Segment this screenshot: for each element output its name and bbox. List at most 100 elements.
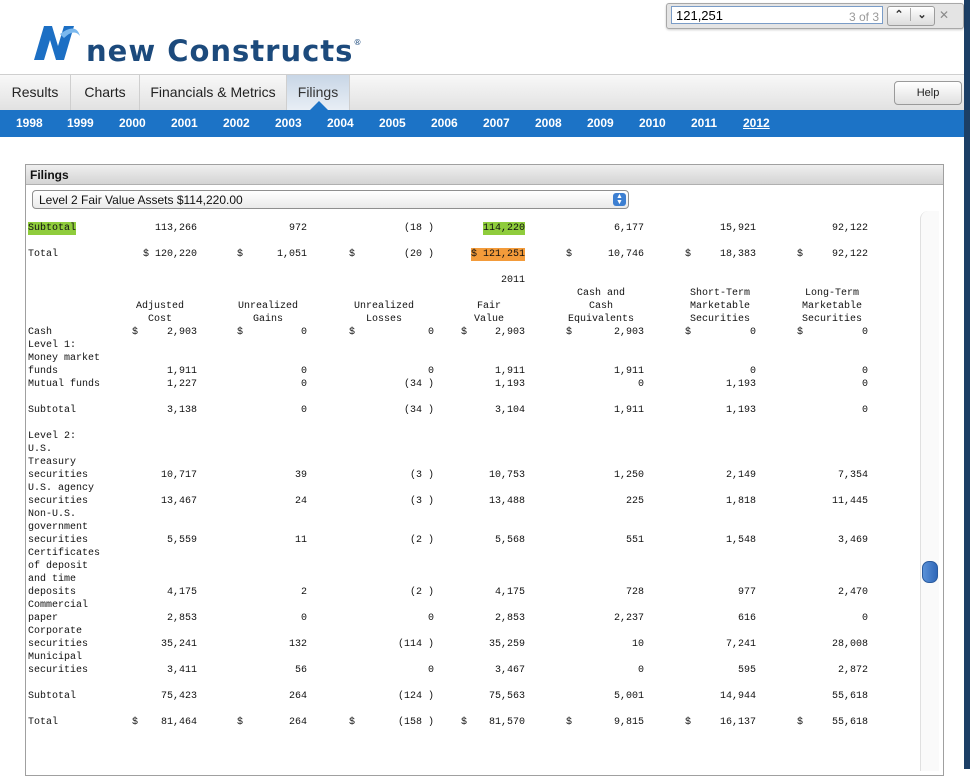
table-cell: 1,193 [725,379,756,390]
row-label: Certificates [28,548,101,559]
dollar-sign: $ [237,327,244,338]
table-cell: 1,193 [494,379,525,390]
table-cell: 264 [288,717,307,728]
table-cell: 616 [737,613,756,624]
table-cell: 28,008 [831,639,868,650]
table-cell: 264 [288,691,307,702]
table-row [27,677,887,690]
table-cell: 56 [294,665,307,676]
table-cell: 0 [861,366,868,377]
table-row: of deposit [27,560,887,573]
table-row: Money market [27,352,887,365]
table-cell: 2,903 [613,327,644,338]
column-header-text: Equivalents [568,314,635,325]
year-link-2008[interactable]: 2008 [535,116,562,130]
table-row: Subtotal 113,266 972 (18 ) 114,220 6,177 15,92… [27,222,887,235]
row-label: government [28,522,89,533]
table-cell: 10,753 [488,470,525,481]
column-header-text: Unrealized [354,301,415,312]
table-row: paper 2,853 0 0 2,853 2,237 616 0 [27,612,887,625]
table-scrollbar[interactable] [920,211,939,771]
table-cell: 81,464 [160,717,197,728]
row-label: Treasury [28,457,77,468]
column-header-text: Losses [366,314,403,325]
year-link-2005[interactable]: 2005 [379,116,406,130]
table-row: securities 35,241 132 (114 ) 35,259 10 7,241 28… [27,638,887,651]
year-link-2011[interactable]: 2011 [691,116,718,130]
table-cell: 2,149 [725,470,756,481]
table-cell: 0 [300,613,307,624]
year-link-1998[interactable]: 1998 [16,116,43,130]
year-link-2009[interactable]: 2009 [587,116,614,130]
table-cell: 10,746 [607,249,644,260]
table-cell: 1,911 [613,405,644,416]
row-label: Cash [28,327,53,338]
filing-select[interactable]: Level 2 Fair Value Assets $114,220.00 ▲ ▼ [32,190,629,209]
table-row: Subtotal 75,423 264 (124 ) 75,563 5,001 14,944… [27,690,887,703]
row-label: Money market [28,353,101,364]
table-cell: 113,266 [154,223,197,234]
row-label: Level 2: [28,431,77,442]
year-link-2012[interactable]: 2012 [743,116,770,130]
dollar-sign: $ [132,327,139,338]
year-link-2000[interactable]: 2000 [119,116,146,130]
row-label: Mutual funds [28,379,101,390]
table-cell: 0 [861,379,868,390]
year-link-2001[interactable]: 2001 [171,116,198,130]
find-input[interactable] [671,6,883,24]
table-cell: (20 ) [403,249,434,260]
column-header-text: Unrealized [238,301,299,312]
column-header-text: Marketable [802,301,863,312]
table-cell: 3,104 [494,405,525,416]
column-header-text: Adjusted [136,301,185,312]
table-row: U.S. agency [27,482,887,495]
row-label: U.S. [28,444,53,455]
row-label: U.S. agency [28,483,95,494]
table-cell: 10,717 [160,470,197,481]
table-cell: 35,259 [488,639,525,650]
year-link-1999[interactable]: 1999 [67,116,94,130]
tab-financials-metrics[interactable]: Financials & Metrics [140,75,287,110]
dollar-sign: $ [566,327,573,338]
table-cell: 7,241 [725,639,756,650]
table-cell: 16,137 [719,717,756,728]
find-previous-icon[interactable]: ⌃ [888,8,911,21]
table-cell: (2 ) [409,535,434,546]
table-cell: 225 [625,496,644,507]
help-button[interactable]: Help [894,81,962,105]
table-cell: 4,175 [494,587,525,598]
row-label: Level 1: [28,340,77,351]
year-link-2007[interactable]: 2007 [483,116,510,130]
table-cell: 2,237 [613,613,644,624]
column-header-text: Cash [589,301,614,312]
table-cell: 5,559 [166,535,197,546]
scrollbar-thumb[interactable] [922,561,938,583]
find-close-icon[interactable]: ✕ [939,8,950,22]
table-cell: 0 [427,327,434,338]
row-label: securities [28,535,89,546]
table-cell: 1,911 [166,366,197,377]
year-link-2003[interactable]: 2003 [275,116,302,130]
table-cell: 11 [294,535,307,546]
tab-charts[interactable]: Charts [71,75,140,110]
dollar-sign: $ [349,717,356,728]
year-link-2010[interactable]: 2010 [639,116,666,130]
table-cell: 2,903 [494,327,525,338]
row-label: Corporate [28,626,83,637]
table-cell: 11,445 [831,496,868,507]
table-row: Level 1: [27,339,887,352]
table-row: Certificates [27,547,887,560]
table-row [27,391,887,404]
tab-results[interactable]: Results [0,75,71,110]
table-row: securities 10,717 39 (3 ) 10,753 1,250 2,149 7,… [27,469,887,482]
table-cell: 0 [861,327,868,338]
year-link-2004[interactable]: 2004 [327,116,354,130]
table-cell: 3,138 [166,405,197,416]
table-cell: 0 [300,366,307,377]
table-cell: 13,467 [160,496,197,507]
dollar-sign: $ [685,717,692,728]
year-link-2006[interactable]: 2006 [431,116,458,130]
year-link-2002[interactable]: 2002 [223,116,250,130]
find-next-icon[interactable]: ⌄ [917,9,927,21]
find-bar: 3 of 3 ⌃ ⌄ ✕ [666,3,964,29]
